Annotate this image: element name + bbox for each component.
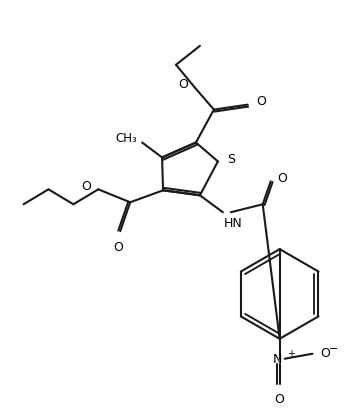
Text: +: + (287, 349, 295, 359)
Text: O: O (275, 393, 285, 406)
Text: −: − (329, 344, 338, 354)
Text: O: O (81, 180, 91, 193)
Text: S: S (227, 153, 235, 166)
Text: O: O (321, 347, 330, 360)
Text: HN: HN (224, 217, 242, 230)
Text: O: O (257, 95, 266, 108)
Text: O: O (113, 241, 123, 254)
Text: N: N (273, 353, 282, 366)
Text: O: O (278, 172, 287, 185)
Text: CH₃: CH₃ (115, 132, 137, 145)
Text: O: O (178, 78, 188, 91)
